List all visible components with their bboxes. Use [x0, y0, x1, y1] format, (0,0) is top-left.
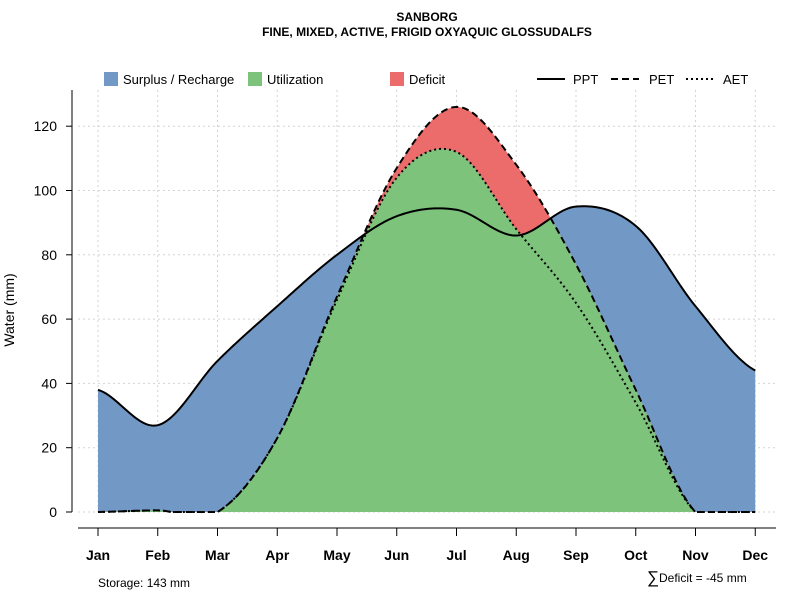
legend-swatch-surplus [104, 72, 118, 86]
y-tick-label: 40 [41, 375, 57, 391]
y-axis-label: Water (mm) [1, 273, 17, 346]
x-tick-label-sep: Sep [563, 547, 589, 563]
deficit-annotation: Deficit = -45 mm [659, 571, 747, 585]
x-tick-label-feb: Feb [145, 547, 170, 563]
legend-label-pet: PET [649, 72, 674, 87]
x-tick-label-aug: Aug [503, 547, 530, 563]
x-tick-label-apr: Apr [265, 547, 290, 563]
x-tick-label-dec: Dec [742, 547, 768, 563]
x-ticks: Jan Feb Mar Apr May Jun Jul Aug Sep Oct Nov Dec [86, 528, 768, 563]
x-tick-label-jul: Jul [446, 547, 466, 563]
x-tick-label-mar: Mar [205, 547, 230, 563]
storage-annotation: Storage: 143 mm [98, 576, 190, 590]
series-line-ppt [97, 205, 756, 427]
legend-label-surplus: Surplus / Recharge [123, 72, 234, 87]
y-tick-label: 80 [41, 247, 57, 263]
x-tick-label-may: May [323, 547, 350, 563]
y-tick-label: 100 [34, 183, 58, 199]
area-utilization [98, 148, 756, 512]
chart-title: SANBORG [396, 10, 457, 24]
legend-label-deficit: Deficit [409, 72, 446, 87]
x-tick-label-oct: Oct [624, 547, 648, 563]
legend: Surplus / Recharge Utilization Deficit P… [104, 72, 748, 87]
y-tick-label: 0 [49, 504, 57, 520]
legend-label-aet: AET [723, 72, 748, 87]
legend-label-ppt: PPT [573, 72, 598, 87]
x-tick-label-nov: Nov [682, 547, 709, 563]
series-lines [97, 105, 756, 513]
legend-swatch-utilization [248, 72, 262, 86]
deficit-sum-symbol: ∑ [647, 568, 659, 587]
y-tick-label: 120 [34, 118, 58, 134]
y-ticks: 0 20 40 60 80 100 120 [34, 118, 72, 520]
y-tick-label: 60 [41, 311, 57, 327]
chart-subtitle: FINE, MIXED, ACTIVE, FRIGID OXYAQUIC GLO… [262, 25, 592, 39]
legend-label-utilization: Utilization [267, 72, 323, 87]
legend-swatch-deficit [390, 72, 404, 86]
y-tick-label: 20 [41, 440, 57, 456]
series-line-pet [97, 105, 756, 513]
axes [71, 90, 776, 529]
area-fills [98, 106, 756, 512]
x-tick-label-jan: Jan [86, 547, 110, 563]
x-tick-label-jun: Jun [384, 547, 409, 563]
